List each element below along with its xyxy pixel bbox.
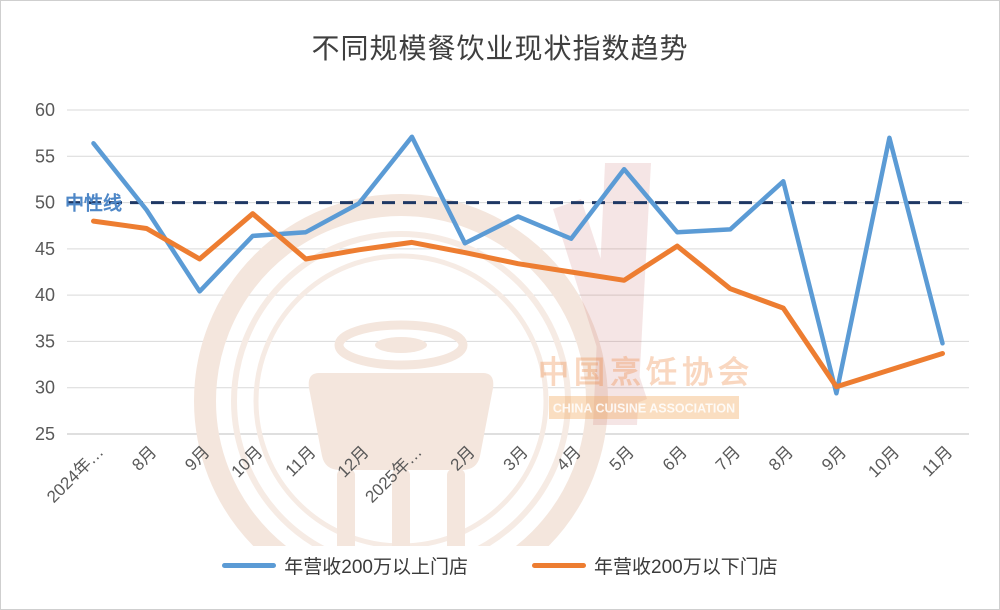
watermark-en-bar	[549, 396, 739, 419]
y-tick-label-45: 45	[35, 239, 55, 259]
watermark-inner-ring	[231, 231, 571, 546]
watermark-letter-mark	[553, 163, 651, 425]
x-tick-label-0: 2024年…	[43, 442, 107, 506]
legend-line-above-swatch	[222, 563, 277, 568]
x-tick-label-12: 7月	[712, 442, 744, 474]
x-tick-label-14: 9月	[818, 442, 850, 474]
y-tick-label-25: 25	[35, 424, 55, 444]
legend-item-above: 年营收200万以上门店	[222, 552, 468, 579]
y-tick-label-35: 35	[35, 331, 55, 351]
x-tick-label-13: 8月	[765, 442, 797, 474]
x-tick-label-10: 5月	[606, 442, 638, 474]
x-tick-label-15: 10月	[864, 442, 903, 481]
y-tick-label-40: 40	[35, 285, 55, 305]
watermark-ding-leg-2	[392, 469, 410, 546]
trend-line-chart: 25 30 35 40 45 50 55 60 中国烹饪协会 CHINA CUISINE ASSO…	[35, 100, 969, 546]
legend-item-below: 年营收200万以下门店	[532, 552, 778, 579]
y-tick-label-55: 55	[35, 146, 55, 166]
series-line-0	[91, 134, 945, 396]
series-line-1	[91, 211, 945, 390]
x-tick-label-4: 11月	[282, 442, 320, 480]
neutral-line-label: 中性线	[65, 192, 122, 215]
x-tick-label-1: 8月	[128, 442, 160, 474]
watermark-outer-ring	[194, 194, 608, 546]
watermark-inner-ring-2	[253, 253, 549, 546]
legend-label-above: 年营收200万以上门店	[284, 557, 468, 578]
x-tick-label-16: 11月	[918, 442, 956, 480]
watermark-ding-lid	[334, 320, 468, 370]
watermark-ding-knob	[375, 337, 427, 353]
watermark-ding-leg-3	[447, 469, 465, 546]
watermark-mark-diagonal	[553, 199, 647, 411]
watermark-cn-text: 中国烹饪协会	[538, 355, 754, 390]
watermark-ding-body	[308, 373, 494, 470]
watermark-mark-bar	[593, 163, 651, 425]
legend-line-below-swatch	[532, 563, 586, 568]
watermark-cca-logo: 中国烹饪协会 CHINA CUISINE ASSOCIATION	[194, 163, 754, 546]
x-tick-label-3: 10月	[228, 442, 267, 481]
watermark-ding-leg-1	[337, 469, 355, 546]
y-tick-label-30: 30	[35, 378, 55, 398]
x-tick-label-11: 6月	[659, 442, 691, 474]
chart-title: 不同规模餐饮业现状指数趋势	[311, 33, 689, 64]
watermark-en-text: CHINA CUISINE ASSOCIATION	[553, 402, 735, 416]
legend-label-below: 年营收200万以下门店	[594, 557, 778, 578]
y-tick-label-60: 60	[35, 100, 55, 120]
legend: 年营收200万以上门店 年营收200万以下门店	[1, 552, 999, 579]
y-tick-label-50: 50	[35, 193, 55, 213]
